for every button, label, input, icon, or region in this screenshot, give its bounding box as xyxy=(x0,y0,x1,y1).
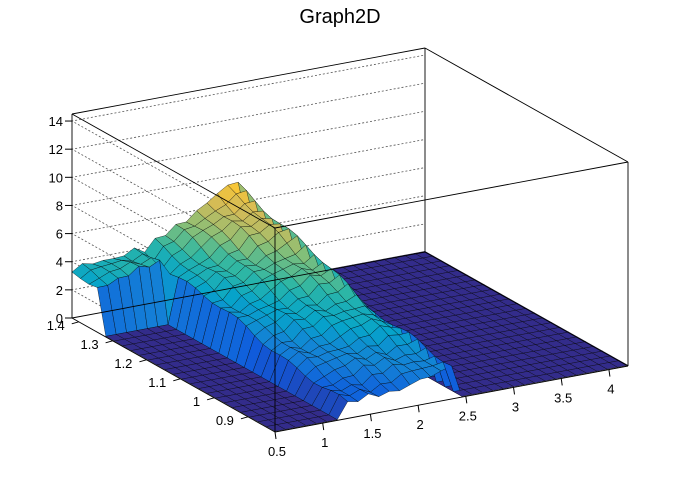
x-tick-label: 2.5 xyxy=(459,408,477,423)
y-tick xyxy=(105,340,113,344)
surface-layer xyxy=(71,181,629,432)
frame-layer xyxy=(71,47,629,433)
z-tick-label: 2 xyxy=(56,283,63,298)
y-tick xyxy=(71,321,79,325)
z-tick-label: 8 xyxy=(56,198,63,213)
chart-title: Graph2D xyxy=(299,6,380,28)
x-tick xyxy=(513,387,516,395)
frame-edge xyxy=(424,47,629,163)
z-tick-label: 12 xyxy=(49,142,63,157)
frame-edge xyxy=(424,251,629,367)
x-tick-label: 4 xyxy=(607,382,614,397)
z-tick-label: 14 xyxy=(49,114,63,129)
frame-edge xyxy=(71,47,426,115)
y-tick xyxy=(240,416,249,420)
z-tick-label: 10 xyxy=(49,170,63,185)
z-tick-label: 6 xyxy=(56,227,63,242)
y-tick-label: 0.9 xyxy=(216,413,234,428)
z-tick-label: 0 xyxy=(56,311,63,326)
frame-edge xyxy=(71,317,276,433)
y-tick xyxy=(206,397,215,401)
x-tick xyxy=(369,414,372,422)
x-tick-label: 1.5 xyxy=(363,426,381,441)
axis-layer: 0 2 4 6 8 10 12 14 0.5 1 1.5 2 2.5 3 3.5 4 0.9 1 1.1 1.2 1.3… xyxy=(47,114,615,459)
x-tick xyxy=(608,369,611,377)
y-tick-label: 1 xyxy=(193,394,200,409)
x-tick-label: 2 xyxy=(416,417,423,432)
x-tick-label: 1 xyxy=(321,435,328,450)
y-tick-label: 1.3 xyxy=(81,337,99,352)
frame-edge xyxy=(71,113,276,229)
x-tick-label: 3 xyxy=(512,399,519,414)
x-tick xyxy=(465,396,468,404)
surface-cell xyxy=(608,360,629,368)
frame-edge xyxy=(274,365,629,433)
frame-edge xyxy=(71,251,426,319)
x-tick xyxy=(417,405,420,413)
y-tick-label: 1.2 xyxy=(114,356,132,371)
x-tick xyxy=(322,423,325,431)
x-tick xyxy=(560,378,563,386)
y-tick-label: 1.1 xyxy=(148,375,166,390)
x-tick xyxy=(274,431,277,440)
y-tick xyxy=(139,359,147,363)
x-tick-label: 0.5 xyxy=(268,444,286,459)
z-tick-label: 4 xyxy=(56,255,63,270)
x-tick-label: 3.5 xyxy=(554,390,572,405)
frame-edge xyxy=(274,161,629,229)
y-tick-label: 1.4 xyxy=(47,318,65,333)
y-tick xyxy=(173,378,181,382)
